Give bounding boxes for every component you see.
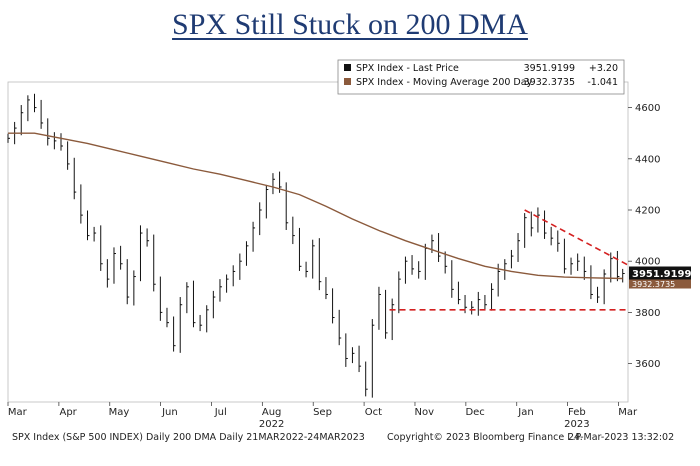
x-tick-label: Feb (568, 407, 586, 418)
price-series (7, 93, 625, 398)
x-tick-label: Mar (618, 407, 638, 418)
y-tick-label: 4200 (635, 206, 660, 217)
legend-entry-value: 3932.3735 (524, 77, 575, 88)
x-axis: Mar Apr May Jun Jul Aug Sep Oct Nov Dec Jan Feb Mar 2… (7, 402, 638, 430)
x-year-label: 2022 (259, 419, 284, 430)
x-tick-label: Aug (262, 407, 282, 418)
y-tick-label: 4000 (635, 257, 660, 268)
grid-lines (7, 81, 629, 403)
footer-timestamp: 24-Mar-2023 13:32:02 (568, 432, 675, 443)
last-price-box (629, 266, 691, 280)
x-tick-label: May (109, 407, 130, 418)
x-tick-label: Oct (365, 407, 382, 418)
legend-entry-name: SPX Index - Last Price (356, 63, 459, 74)
x-tick-label: Sep (313, 407, 332, 418)
legend-entry-value: 3951.9199 (524, 63, 575, 74)
moving-average-line (8, 132, 623, 280)
y-tick-label: 3600 (635, 359, 660, 370)
legend-entry-name: SPX Index - Moving Average 200 Day (356, 77, 533, 88)
legend-box (337, 59, 625, 95)
chart-canvas: Mar Apr May Jun Jul Aug Sep Oct Nov Dec Jan Feb Mar 2… (7, 59, 692, 430)
x-tick-label: Dec (465, 407, 484, 418)
legend: SPX Index - Last Price 3951.9199 +3.20 SPX … (337, 59, 625, 95)
y-tick-label: 4600 (635, 103, 660, 114)
y-axis: 3600 3800 4000 4200 4400 4600 (628, 103, 660, 370)
legend-entry-change: +3.20 (589, 63, 618, 74)
footer-source: SPX Index (S&P 500 INDEX) Daily 200 DMA … (12, 432, 365, 443)
legend-swatch (344, 64, 351, 71)
ma-value-box (629, 279, 691, 289)
plot-frame (7, 81, 629, 403)
x-tick-label: Apr (59, 407, 77, 418)
chart-title: SPX Still Stuck on 200 DMA (172, 8, 528, 41)
footer-copyright: Copyright© 2023 Bloomberg Finance L.P. (387, 432, 583, 443)
x-year-label: 2023 (564, 419, 589, 430)
x-tick-label: Jun (161, 407, 178, 418)
x-tick-label: Mar (8, 407, 28, 418)
resistance-dashed-line (524, 209, 629, 266)
ma-value-label: 3932.3735 (632, 280, 675, 289)
x-tick-label: Jul (214, 407, 227, 418)
y-tick-label: 3800 (635, 308, 660, 319)
legend-entry-change: -1.041 (587, 77, 618, 88)
x-tick-label: Nov (414, 407, 434, 418)
y-tick-label: 4400 (635, 154, 660, 165)
last-price-label: 3951.9199 (632, 269, 692, 280)
x-tick-label: Jan (517, 407, 533, 418)
legend-swatch (344, 78, 351, 85)
